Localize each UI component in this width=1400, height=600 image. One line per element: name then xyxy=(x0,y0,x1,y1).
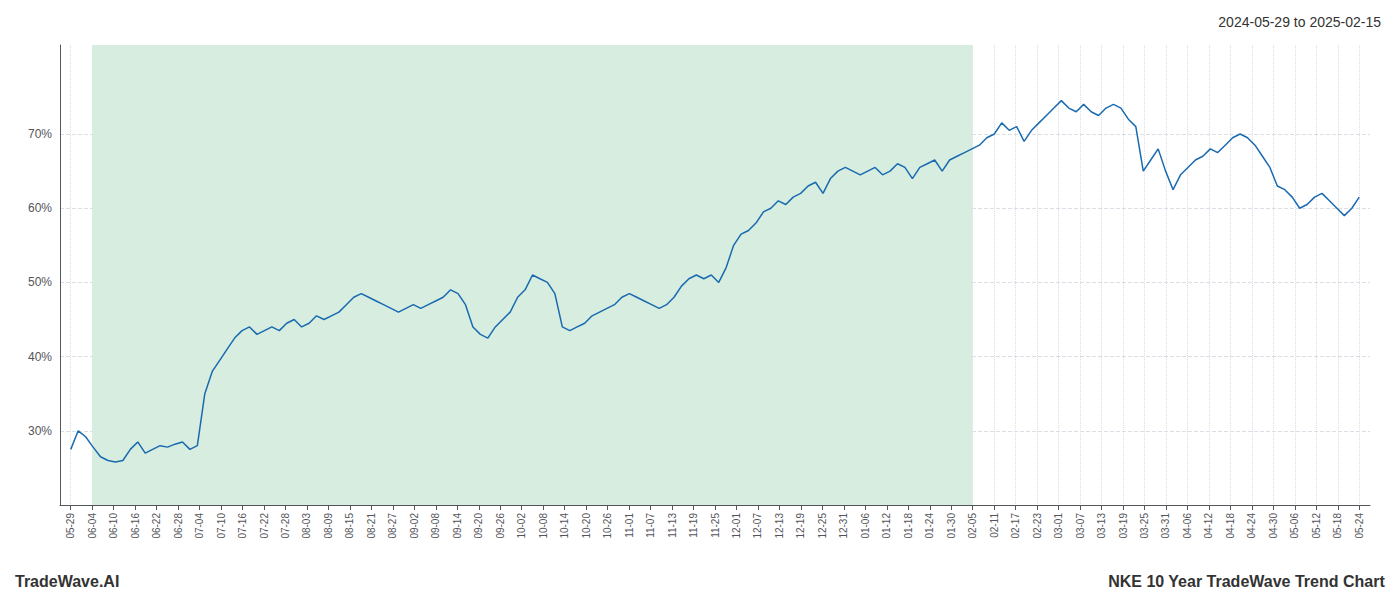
svg-text:05-24: 05-24 xyxy=(1354,513,1365,539)
svg-text:01-18: 01-18 xyxy=(903,513,914,539)
svg-text:01-12: 01-12 xyxy=(881,513,892,539)
svg-text:03-25: 03-25 xyxy=(1139,513,1150,539)
svg-text:04-24: 04-24 xyxy=(1246,513,1257,539)
svg-text:10-02: 10-02 xyxy=(516,513,527,539)
svg-text:30%: 30% xyxy=(28,424,52,438)
svg-text:01-06: 01-06 xyxy=(860,513,871,539)
svg-text:60%: 60% xyxy=(28,201,52,215)
svg-text:06-28: 06-28 xyxy=(173,513,184,539)
svg-text:03-07: 03-07 xyxy=(1075,513,1086,539)
svg-text:70%: 70% xyxy=(28,127,52,141)
svg-text:11-07: 11-07 xyxy=(645,513,656,538)
svg-text:08-15: 08-15 xyxy=(344,513,355,539)
svg-text:09-26: 09-26 xyxy=(495,513,506,539)
svg-text:12-01: 12-01 xyxy=(731,513,742,539)
svg-text:06-22: 06-22 xyxy=(151,513,162,539)
svg-text:09-20: 09-20 xyxy=(473,513,484,539)
svg-text:02-23: 02-23 xyxy=(1032,513,1043,539)
svg-text:10-26: 10-26 xyxy=(602,513,613,539)
svg-text:11-19: 11-19 xyxy=(688,513,699,538)
svg-text:11-01: 11-01 xyxy=(624,513,635,538)
svg-text:02-17: 02-17 xyxy=(1010,513,1021,539)
svg-text:04-18: 04-18 xyxy=(1225,513,1236,539)
svg-text:05-18: 05-18 xyxy=(1332,513,1343,539)
svg-text:07-16: 07-16 xyxy=(237,513,248,539)
svg-text:04-06: 04-06 xyxy=(1182,513,1193,539)
svg-text:03-19: 03-19 xyxy=(1118,513,1129,539)
svg-text:03-13: 03-13 xyxy=(1096,513,1107,539)
svg-text:12-19: 12-19 xyxy=(795,513,806,539)
svg-text:07-28: 07-28 xyxy=(280,513,291,539)
svg-text:03-01: 03-01 xyxy=(1053,513,1064,539)
svg-text:TradeWave.AI: TradeWave.AI xyxy=(15,573,119,590)
svg-text:02-05: 02-05 xyxy=(967,513,978,539)
svg-text:07-10: 07-10 xyxy=(216,513,227,539)
svg-text:05-06: 05-06 xyxy=(1289,513,1300,539)
svg-text:08-21: 08-21 xyxy=(366,513,377,539)
svg-text:10-14: 10-14 xyxy=(559,513,570,539)
svg-text:05-29: 05-29 xyxy=(65,513,76,539)
svg-text:01-30: 01-30 xyxy=(946,513,957,539)
svg-text:11-25: 11-25 xyxy=(710,513,721,538)
svg-text:04-12: 04-12 xyxy=(1203,513,1214,539)
svg-text:12-07: 12-07 xyxy=(752,513,763,539)
svg-text:10-20: 10-20 xyxy=(581,513,592,539)
svg-text:06-10: 06-10 xyxy=(108,513,119,539)
svg-text:09-14: 09-14 xyxy=(452,513,463,539)
svg-text:10-08: 10-08 xyxy=(538,513,549,539)
svg-text:04-30: 04-30 xyxy=(1268,513,1279,539)
svg-text:09-02: 09-02 xyxy=(409,513,420,539)
svg-text:07-04: 07-04 xyxy=(194,513,205,539)
svg-text:2024-05-29 to 2025-02-15: 2024-05-29 to 2025-02-15 xyxy=(1218,14,1381,30)
svg-text:08-03: 08-03 xyxy=(301,513,312,539)
svg-text:50%: 50% xyxy=(28,275,52,289)
svg-text:05-12: 05-12 xyxy=(1311,513,1322,539)
svg-text:01-24: 01-24 xyxy=(924,513,935,539)
svg-text:12-13: 12-13 xyxy=(774,513,785,539)
svg-text:NKE 10 Year TradeWave Trend Ch: NKE 10 Year TradeWave Trend Chart xyxy=(1108,573,1385,590)
svg-text:07-22: 07-22 xyxy=(259,513,270,539)
svg-text:06-04: 06-04 xyxy=(87,513,98,539)
svg-text:06-16: 06-16 xyxy=(130,513,141,539)
svg-text:12-31: 12-31 xyxy=(838,513,849,539)
svg-text:08-09: 08-09 xyxy=(323,513,334,539)
svg-text:02-11: 02-11 xyxy=(989,513,1000,538)
svg-text:12-25: 12-25 xyxy=(817,513,828,539)
svg-text:11-13: 11-13 xyxy=(667,513,678,538)
svg-text:40%: 40% xyxy=(28,350,52,364)
svg-text:08-27: 08-27 xyxy=(387,513,398,539)
svg-text:09-08: 09-08 xyxy=(430,513,441,539)
svg-text:03-31: 03-31 xyxy=(1160,513,1171,539)
